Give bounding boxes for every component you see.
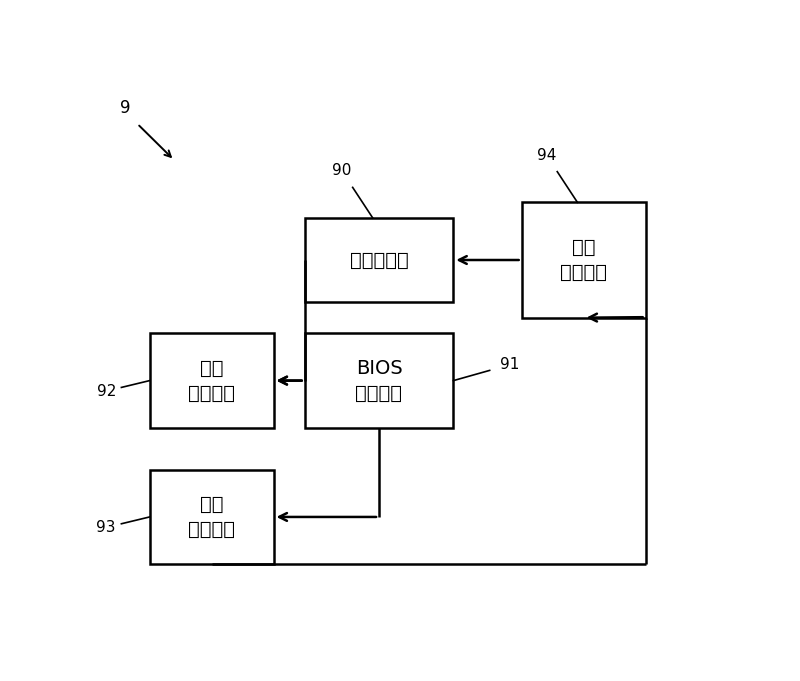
Bar (150, 470, 274, 564)
Text: 91: 91 (499, 358, 519, 373)
Text: 电源
供应模块: 电源 供应模块 (560, 238, 607, 282)
Text: 94: 94 (537, 148, 556, 163)
Text: 92: 92 (97, 383, 116, 398)
Bar (522, 202, 646, 317)
Bar (305, 218, 454, 302)
Text: 93: 93 (97, 520, 116, 535)
Bar (150, 334, 274, 428)
Text: 90: 90 (332, 163, 351, 178)
Text: 频率
调整电路: 频率 调整电路 (188, 359, 235, 402)
Text: 9: 9 (119, 99, 130, 117)
Bar (305, 334, 454, 428)
Text: 电压
调整电路: 电压 调整电路 (188, 495, 235, 539)
Text: 中央处理器: 中央处理器 (350, 251, 408, 270)
Text: BIOS
程序模块: BIOS 程序模块 (355, 359, 402, 402)
